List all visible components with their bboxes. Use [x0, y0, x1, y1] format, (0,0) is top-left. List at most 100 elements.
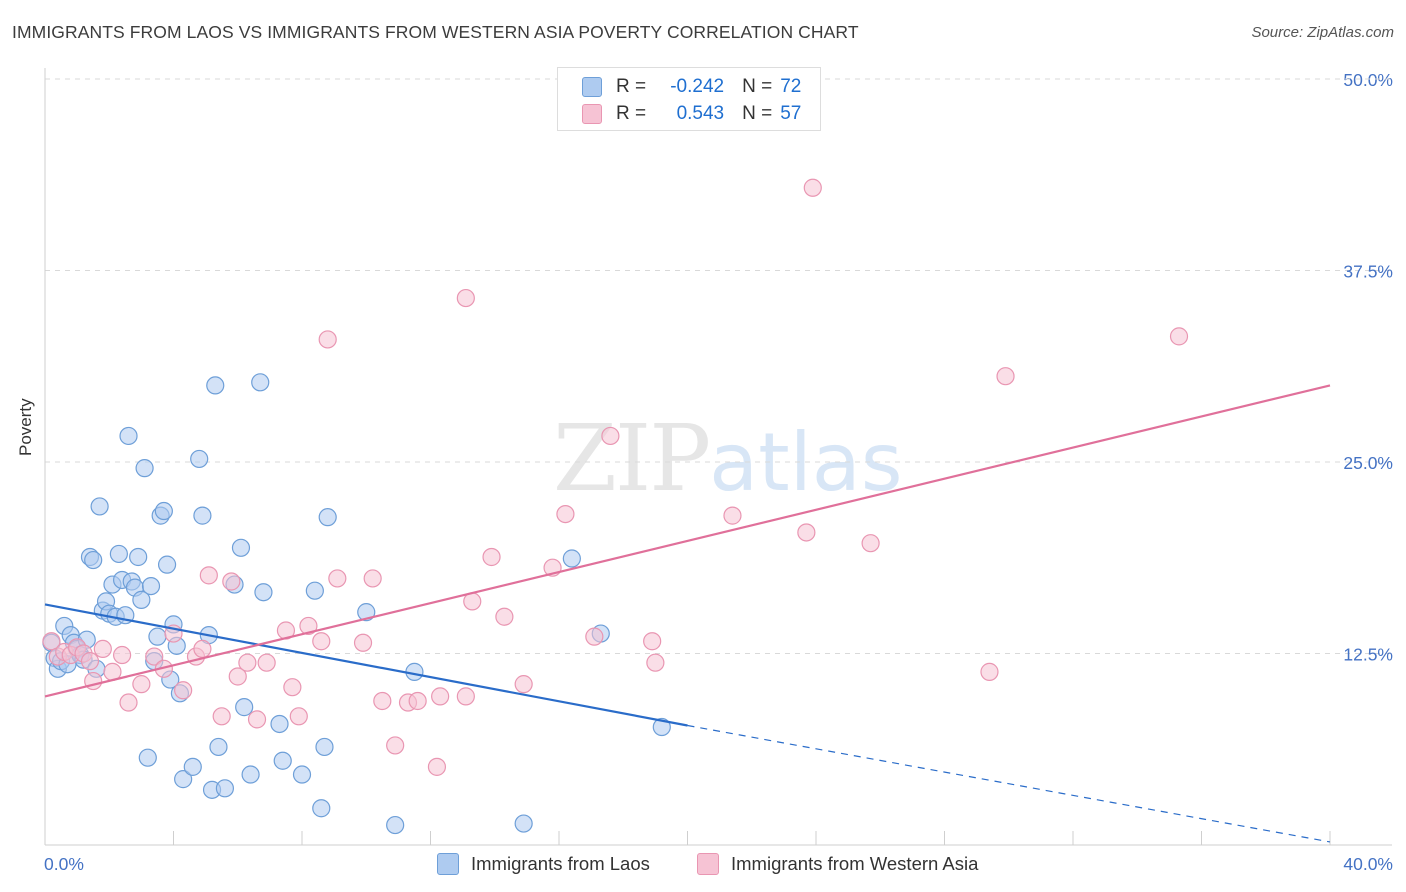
western-asia-point — [247, 710, 267, 729]
chart-title: IMMIGRANTS FROM LAOS VS IMMIGRANTS FROM … — [12, 22, 859, 42]
laos-point — [562, 549, 581, 568]
bottom-legend-label-western-asia: Immigrants from Western Asia — [731, 853, 979, 874]
laos-point — [119, 426, 138, 446]
western-asia-point — [42, 632, 61, 651]
western-asia-point — [601, 426, 620, 446]
western-asia-point — [456, 687, 475, 706]
laos-point — [315, 737, 334, 757]
western-asia-point — [646, 653, 665, 672]
laos-point — [190, 449, 209, 469]
bottom-legend-laos: Immigrants from Laos — [437, 851, 650, 877]
western-asia-point — [228, 667, 247, 686]
laos-point — [132, 590, 151, 609]
laos-point — [193, 506, 212, 525]
laos-point — [90, 497, 109, 516]
western-asia-point — [482, 547, 501, 567]
western-asia-point — [145, 647, 164, 666]
laos-point — [312, 799, 331, 818]
y-tick-label: 37.5% — [1343, 262, 1393, 282]
western-asia-point — [174, 681, 193, 700]
laos-point — [215, 779, 234, 798]
western-asia-point — [803, 178, 822, 197]
western-asia-trend-line — [44, 384, 1331, 698]
laos-point — [84, 550, 103, 570]
western-asia-point — [996, 367, 1015, 386]
western-asia-point — [585, 627, 604, 646]
western-asia-point — [723, 506, 742, 525]
legend-swatch-western-asia — [582, 104, 602, 124]
laos-point — [251, 373, 270, 392]
laos-point — [305, 581, 324, 600]
laos-point — [109, 544, 128, 564]
western-asia-point — [456, 288, 475, 308]
western-asia-point — [93, 639, 112, 659]
legend-n-value: 72 — [780, 76, 802, 97]
laos-point — [129, 547, 148, 567]
laos-point — [141, 576, 161, 596]
y-tick-label: 50.0% — [1343, 70, 1393, 90]
western-asia-point — [222, 572, 241, 591]
laos-point — [183, 757, 202, 776]
western-asia-point — [112, 645, 132, 665]
western-asia-point — [289, 707, 308, 726]
laos-trend-line — [44, 603, 688, 727]
laos-trend-extension — [687, 724, 1331, 843]
laos-point — [652, 717, 671, 737]
western-asia-point — [80, 652, 100, 671]
laos-point — [386, 815, 405, 835]
legend-row-laos: R = -0.242 N = 72 — [582, 75, 801, 99]
laos-point — [357, 603, 376, 622]
laos-point — [135, 459, 154, 478]
legend-swatch-laos — [582, 77, 602, 97]
western-asia-point — [328, 569, 347, 588]
western-asia-point — [373, 691, 392, 711]
legend-n-value: 57 — [780, 103, 802, 124]
western-asia-point — [363, 569, 382, 588]
western-asia-point — [556, 504, 575, 524]
western-asia-point — [353, 633, 373, 652]
laos-point — [138, 748, 157, 767]
laos-point — [270, 714, 289, 734]
watermark: ZIPatlas — [553, 405, 903, 512]
western-asia-point — [1169, 327, 1189, 346]
legend-r-label: R = — [616, 76, 647, 97]
legend-n-label: N = — [742, 76, 773, 97]
laos-point — [514, 814, 533, 833]
western-asia-point — [199, 566, 218, 585]
western-asia-point — [797, 523, 816, 542]
laos-point — [154, 501, 173, 521]
western-asia-point — [238, 653, 257, 672]
western-asia-point — [427, 757, 447, 776]
laos-point — [292, 765, 312, 784]
western-asia-point — [431, 687, 450, 706]
laos-point — [318, 508, 337, 527]
western-asia-point — [257, 653, 276, 672]
laos-point — [174, 770, 193, 789]
x-tick-label: 40.0% — [1343, 854, 1393, 874]
legend-r-value: 0.543 — [676, 103, 725, 124]
laos-point — [209, 737, 228, 757]
western-asia-point — [495, 607, 514, 626]
western-asia-point — [212, 707, 231, 726]
legend-row-western-asia: R = 0.543 N = 57 — [582, 102, 801, 126]
bottom-legend-western-asia: Immigrants from Western Asia — [697, 851, 978, 877]
western-asia-point — [132, 675, 151, 694]
y-tick-label: 25.0% — [1343, 453, 1393, 473]
correlation-legend: R = -0.242 N = 72 R = 0.543 N = 57 — [557, 67, 821, 131]
western-asia-point — [283, 678, 302, 697]
watermark-zip: ZIP — [553, 405, 711, 512]
laos-point — [235, 698, 254, 717]
legend-n-label: N = — [742, 103, 773, 124]
x-tick-label: 0.0% — [44, 854, 84, 874]
laos-point — [148, 627, 167, 646]
laos-point — [206, 376, 225, 395]
western-asia-point — [299, 616, 318, 636]
western-asia-point — [861, 534, 880, 553]
western-asia-point — [318, 330, 337, 349]
legend-r-label: R = — [616, 103, 647, 124]
western-asia-point — [980, 662, 999, 681]
western-asia-point — [514, 675, 533, 694]
western-asia-point — [193, 639, 212, 659]
laos-point — [273, 751, 292, 770]
